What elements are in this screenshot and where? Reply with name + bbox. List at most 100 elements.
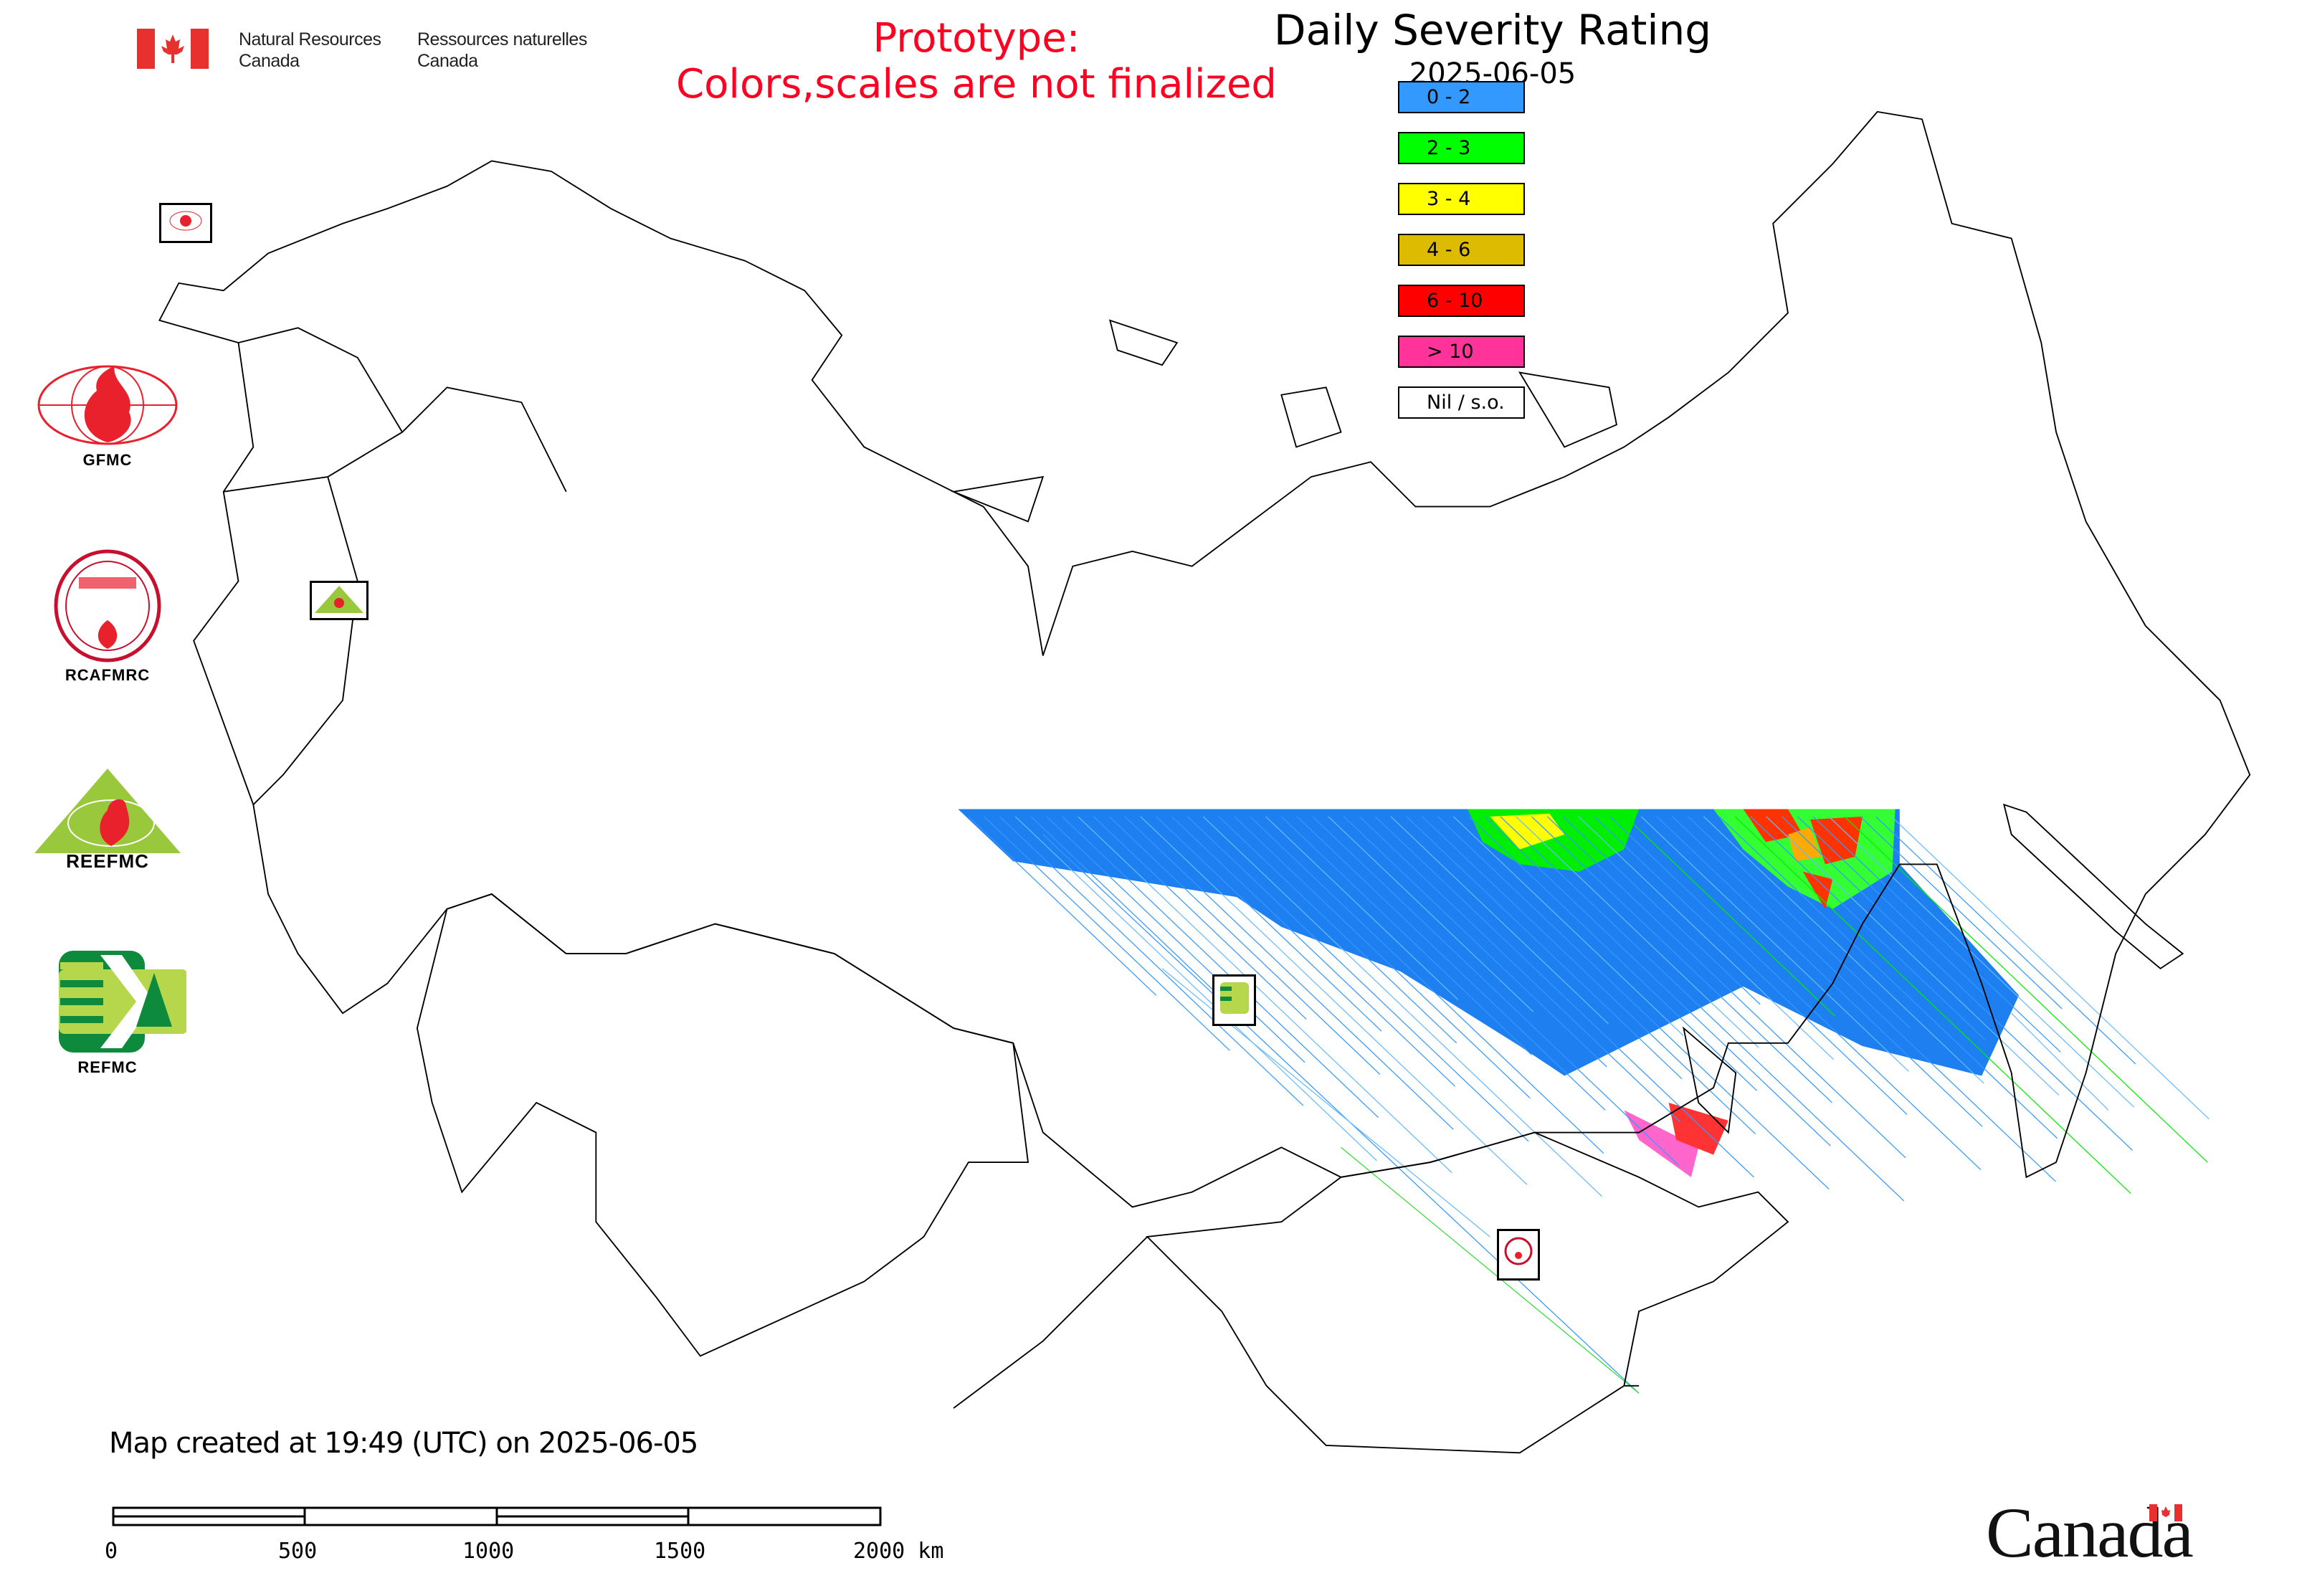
scale-label: 0 bbox=[105, 1539, 118, 1564]
severity-streak bbox=[1468, 816, 1758, 1091]
severity-streak bbox=[1341, 1146, 1640, 1394]
kazakhstan-outline bbox=[416, 893, 1029, 1357]
severity-area-orange bbox=[1787, 827, 1821, 862]
refmc-logo: REFMC bbox=[29, 948, 188, 1077]
scale-bar bbox=[112, 1506, 882, 1526]
severity-streak bbox=[984, 816, 1230, 1051]
canada-wordmark: Canada bbox=[1986, 1491, 2194, 1574]
legend-label: 6 - 10 bbox=[1427, 290, 1483, 312]
legend-label: 3 - 4 bbox=[1427, 188, 1471, 210]
nrcan-signature bbox=[137, 29, 209, 72]
severity-streak bbox=[1656, 816, 1983, 1127]
severity-streak bbox=[1328, 816, 1534, 1012]
map-credit: Map created at 19:49 (UTC) on 2025-06-05 bbox=[109, 1427, 698, 1460]
severity-streak bbox=[1546, 816, 1906, 1159]
severity-streak bbox=[1609, 816, 1982, 1170]
rcafmrc-marker-icon bbox=[1504, 1237, 1533, 1265]
scale-label: 1000 bbox=[462, 1539, 515, 1564]
severity-streak bbox=[1437, 816, 1830, 1189]
gfmc-logo: GFMC bbox=[29, 362, 186, 470]
severity-streak bbox=[1390, 816, 1609, 1025]
sakhalin-outline bbox=[2002, 803, 2184, 970]
severity-streak bbox=[1797, 816, 1987, 997]
severity-streak bbox=[1296, 816, 1606, 1111]
rcafmrc-label: RCAFMRC bbox=[65, 666, 151, 684]
severity-streak bbox=[1046, 816, 1305, 1063]
severity-streak bbox=[1171, 816, 1455, 1087]
legend-label: 4 - 6 bbox=[1427, 239, 1471, 261]
severity-streak bbox=[1578, 816, 1835, 1060]
severity-streak bbox=[1343, 816, 1607, 1068]
legend-item: 4 - 6 bbox=[1398, 234, 1525, 266]
severity-streak bbox=[1625, 816, 1836, 1017]
china-border bbox=[953, 1236, 1640, 1409]
severity-area-low bbox=[958, 809, 2020, 1076]
severity-streak bbox=[1093, 816, 1307, 1020]
severity-streak bbox=[1688, 816, 1911, 1029]
legend-label: 0 - 2 bbox=[1427, 86, 1471, 108]
severity-streak bbox=[1422, 816, 1756, 1135]
legend-item: > 10 bbox=[1398, 336, 1525, 368]
severity-area-very-high bbox=[1743, 809, 1863, 909]
scale-label: 1500 bbox=[654, 1539, 706, 1564]
legend-item: 0 - 2 bbox=[1398, 81, 1525, 113]
severity-streak bbox=[1860, 816, 2063, 1010]
refmc-marker-icon bbox=[1220, 982, 1249, 1014]
severity-streak bbox=[1124, 816, 1454, 1130]
prototype-notice-line2: Colors,scales are not finalized bbox=[676, 61, 1277, 108]
map-title: Daily Severity Rating bbox=[1273, 6, 1712, 54]
arctic-islands bbox=[951, 319, 1618, 523]
severity-streak bbox=[1250, 816, 1604, 1154]
refmc-map-marker bbox=[1212, 974, 1256, 1026]
severity-streak bbox=[1078, 816, 1452, 1174]
org-name-fr: Ressources naturelles Canada bbox=[417, 29, 587, 72]
severity-streak bbox=[1359, 816, 1681, 1123]
severity-streak bbox=[1014, 816, 1377, 1162]
reefmc-logo: REEFMC bbox=[29, 767, 186, 873]
legend-item: 6 - 10 bbox=[1398, 285, 1525, 317]
canada-flag-icon bbox=[137, 29, 209, 69]
rcafmrc-map-marker bbox=[1497, 1229, 1540, 1281]
severity-area-elevated bbox=[1490, 813, 1565, 850]
severity-streak bbox=[1703, 816, 1984, 1084]
legend-label: Nil / s.o. bbox=[1427, 391, 1505, 414]
severity-area-extreme bbox=[1624, 1110, 1699, 1177]
org-name-en-line2: Canada bbox=[239, 51, 300, 71]
severity-streak bbox=[1186, 816, 1529, 1142]
severity-streak bbox=[1844, 816, 2208, 1163]
reefmc-map-marker bbox=[310, 581, 368, 620]
org-name-fr-line1: Ressources naturelles bbox=[417, 29, 587, 49]
gfmc-emblem-icon bbox=[37, 365, 178, 445]
severity-streak bbox=[1484, 816, 1831, 1146]
rcafmrc-emblem-icon bbox=[54, 549, 161, 662]
severity-streak bbox=[1234, 816, 1531, 1099]
severity-streak bbox=[1108, 816, 1381, 1075]
lake-baikal bbox=[1683, 1026, 1737, 1134]
europe-borders bbox=[223, 327, 567, 805]
legend-label: 2 - 3 bbox=[1427, 137, 1471, 159]
org-name-en: Natural Resources Canada bbox=[239, 29, 381, 72]
reefmc-emblem-icon bbox=[34, 769, 181, 863]
canada-wordmark-text: Canada bbox=[1986, 1493, 2194, 1572]
severity-streak bbox=[1312, 816, 1680, 1166]
severity-streak bbox=[1828, 816, 2135, 1108]
prototype-notice-line1: Prototype: bbox=[872, 15, 1080, 62]
legend-item: 3 - 4 bbox=[1398, 183, 1525, 215]
mongolia-outline bbox=[1146, 1131, 1789, 1454]
legend-item: 2 - 3 bbox=[1398, 132, 1525, 164]
severity-streak bbox=[1766, 816, 2060, 1096]
org-name-fr-line2: Canada bbox=[417, 51, 478, 71]
severity-streak bbox=[1042, 834, 1640, 1394]
legend-label: > 10 bbox=[1427, 341, 1474, 363]
severity-streak bbox=[2011, 1012, 2109, 1111]
scale-label: 2000 km bbox=[853, 1539, 944, 1564]
severity-streak bbox=[1265, 816, 1459, 1000]
gfmc-label: GFMC bbox=[82, 451, 133, 469]
severity-streak bbox=[1562, 816, 1761, 1005]
gfmc-map-marker bbox=[159, 203, 212, 243]
severity-streak bbox=[1875, 816, 2136, 1065]
org-name-en-line1: Natural Resources bbox=[239, 29, 381, 49]
severity-streak bbox=[1782, 816, 2133, 1151]
severity-streak bbox=[1156, 816, 1382, 1032]
severity-streak bbox=[1452, 816, 1684, 1036]
